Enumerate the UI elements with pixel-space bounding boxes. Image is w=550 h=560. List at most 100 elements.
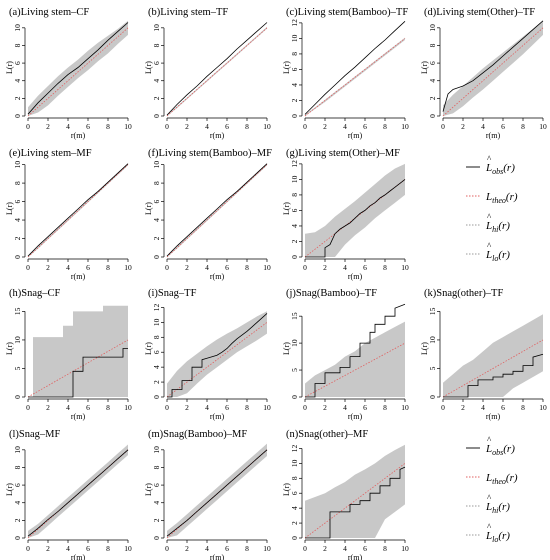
legend-hat-mark: ^ — [487, 522, 492, 532]
x-axis-label: r(m) — [348, 412, 363, 421]
x-tick-label: 0 — [165, 403, 169, 412]
panel-8: (i)Snag–TF 0 2 4 6 8 10 0 2 4 6 8 10 12 r(m) L(r) — [144, 288, 271, 421]
y-tick-label: 10 — [290, 34, 299, 42]
y-tick-label: 8 — [13, 465, 22, 469]
panel-title: (d)Living stem(Other)–TF — [424, 7, 535, 18]
x-tick-label: 0 — [26, 544, 30, 553]
panel-title: (k)Snag(other)–TF — [424, 288, 503, 299]
theoretical-line — [442, 27, 544, 117]
panel-11: (l)Snag–MF 0 2 4 6 8 10 0 2 4 6 8 10 r(m) L(r) — [5, 429, 132, 560]
y-tick-label: 2 — [13, 96, 22, 100]
x-tick-label: 10 — [263, 122, 271, 131]
x-tick-label: 2 — [185, 544, 189, 553]
x-tick-label: 8 — [521, 403, 525, 412]
panel-title: (e)Living stem–MF — [9, 148, 92, 159]
y-tick-label: 4 — [13, 218, 22, 222]
legend-label-obs: Lobs(r) — [485, 443, 515, 457]
y-tick-label: 8 — [428, 43, 437, 47]
x-tick-label: 4 — [205, 544, 209, 553]
x-tick-label: 6 — [225, 403, 229, 412]
panel-title: (a)Living stem–CF — [9, 7, 89, 18]
x-tick-label: 4 — [66, 263, 70, 272]
x-tick-label: 2 — [323, 122, 327, 131]
panel-1: (b)Living stem–TF 0 2 4 6 8 10 0 2 4 6 8 10 r(m) L(r) — [144, 7, 271, 140]
envelope-band — [28, 305, 128, 397]
x-tick-label: 4 — [481, 122, 485, 131]
legend: Lobs(r)^Ltheo(r)Lhi(r)^Llo(r)^ — [466, 435, 518, 544]
x-tick-label: 2 — [185, 122, 189, 131]
observed-line — [27, 22, 129, 115]
legends: Lobs(r)^Ltheo(r)Lhi(r)^Llo(r)^Lobs(r)^Lt… — [466, 154, 518, 544]
legend-hat-mark: ^ — [487, 435, 492, 445]
theoretical-line — [442, 339, 544, 398]
x-tick-label: 10 — [401, 122, 409, 131]
y-axis-label: L(r) — [144, 61, 153, 74]
panel-13: (n)Snag(other)–MF 0 2 4 6 8 10 0 2 4 6 8 10 12 r(m) L(r… — [282, 429, 409, 560]
y-tick-label: 0 — [13, 114, 22, 118]
y-tick-label: 6 — [152, 199, 161, 203]
x-axis-label: r(m) — [348, 272, 363, 281]
observed-line — [305, 466, 406, 539]
y-tick-label: 6 — [290, 67, 299, 71]
x-tick-label: 6 — [86, 122, 90, 131]
y-axis-label: L(r) — [144, 483, 153, 496]
y-tick-label: 10 — [152, 318, 161, 326]
x-tick-label: 8 — [106, 544, 110, 553]
panel-9: (j)Snag(Bamboo)–TF 0 2 4 6 8 10 0 5 10 15 r(m) L(r) — [282, 288, 409, 421]
y-axis-label: L(r) — [5, 61, 14, 74]
envelope-band — [167, 443, 267, 538]
panel-2: (c)Living stem(Bamboo)–TF 0 2 4 6 8 10 0 2 4 6 8 10 1… — [282, 7, 409, 140]
y-tick-label: 5 — [428, 366, 437, 370]
y-tick-label: 2 — [290, 98, 299, 102]
y-tick-label: 0 — [152, 395, 161, 399]
x-tick-label: 10 — [124, 263, 132, 272]
x-tick-label: 8 — [245, 544, 249, 553]
y-tick-label: 8 — [152, 181, 161, 185]
y-tick-label: 8 — [152, 465, 161, 469]
panel-6: (g)Living stem(Other)–MF 0 2 4 6 8 10 0 2 4 6 8 10 12… — [282, 148, 409, 281]
panel-title: (b)Living stem–TF — [148, 7, 228, 18]
legend-hat-mark: ^ — [487, 212, 492, 222]
theoretical-line — [27, 27, 129, 117]
legend-label-hi: Lhi(r) — [485, 220, 510, 234]
observed-line — [166, 449, 268, 537]
y-tick-label: 4 — [152, 501, 161, 505]
y-tick-label: 4 — [13, 501, 22, 505]
x-tick-label: 2 — [185, 263, 189, 272]
y-tick-label: 6 — [290, 491, 299, 495]
legend-hat-mark: ^ — [487, 241, 492, 251]
y-tick-label: 6 — [290, 208, 299, 212]
y-tick-label: 8 — [152, 335, 161, 339]
y-tick-label: 6 — [13, 61, 22, 65]
y-axis-label: L(r) — [5, 342, 14, 355]
panel-5: (f)Living stem(Bamboo)–MF 0 2 4 6 8 10 0 2 4 6 8 10 r… — [144, 148, 272, 281]
y-tick-label: 2 — [290, 239, 299, 243]
x-axis-label: r(m) — [210, 131, 225, 140]
x-axis-label: r(m) — [71, 272, 86, 281]
x-tick-label: 0 — [303, 403, 307, 412]
x-axis-label: r(m) — [348, 553, 363, 560]
y-tick-label: 8 — [290, 476, 299, 480]
legend-label-hi: Lhi(r) — [485, 501, 510, 515]
x-tick-label: 6 — [86, 544, 90, 553]
panel-7: (h)Snag–CF 0 2 4 6 8 10 0 5 10 15 r(m) L(r) — [5, 288, 132, 421]
x-tick-label: 6 — [363, 403, 367, 412]
y-tick-label: 0 — [290, 255, 299, 259]
y-tick-label: 2 — [290, 521, 299, 525]
x-tick-label: 8 — [106, 122, 110, 131]
y-tick-label: 5 — [290, 368, 299, 372]
y-axis-label: L(r) — [282, 61, 291, 74]
x-tick-label: 4 — [66, 544, 70, 553]
y-tick-label: 6 — [152, 350, 161, 354]
y-tick-label: 10 — [152, 24, 161, 32]
y-tick-label: 2 — [152, 236, 161, 240]
panel-title: (f)Living stem(Bamboo)–MF — [148, 148, 272, 159]
panel-title: (j)Snag(Bamboo)–TF — [286, 288, 377, 299]
y-axis-label: L(r) — [420, 342, 429, 355]
x-tick-label: 4 — [205, 263, 209, 272]
y-tick-label: 2 — [428, 96, 437, 100]
observed-line — [167, 313, 268, 398]
observed-line — [166, 22, 268, 116]
y-tick-label: 4 — [290, 224, 299, 228]
x-tick-label: 2 — [461, 403, 465, 412]
